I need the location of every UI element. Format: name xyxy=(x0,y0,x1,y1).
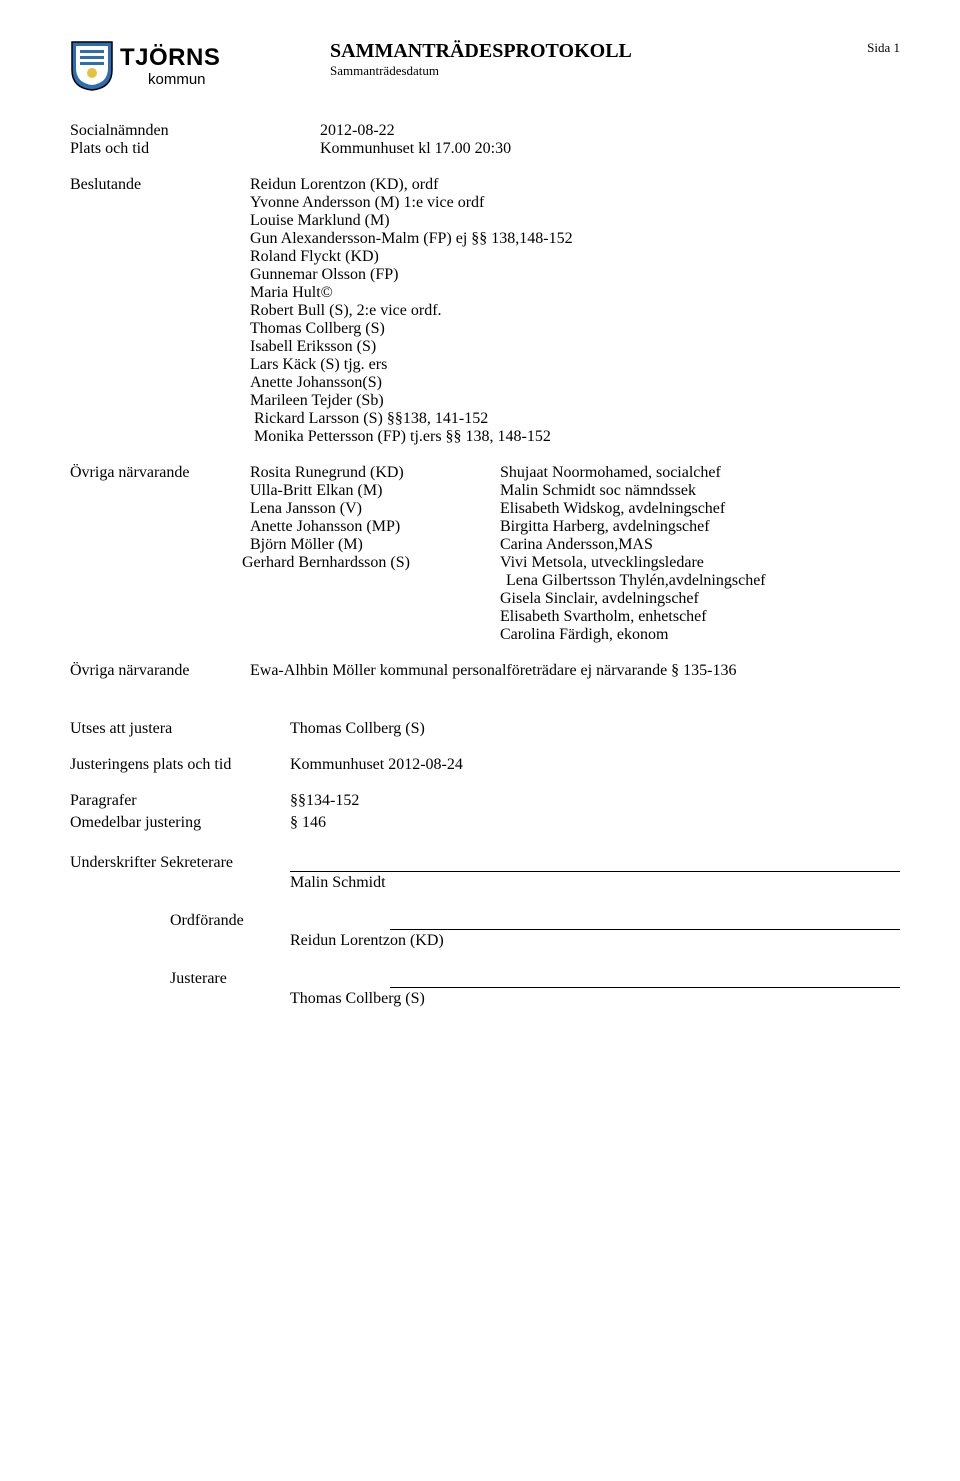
person: Louise Marklund (M) xyxy=(250,212,900,230)
signatures-section: Underskrifter Sekreterare Malin Schmidt … xyxy=(70,854,900,1008)
person: Robert Bull (S), 2:e vice ordf. xyxy=(250,302,900,320)
beslutande-label: Beslutande xyxy=(70,176,250,194)
person: Isabell Eriksson (S) xyxy=(250,338,900,356)
person: Anette Johansson (MP) xyxy=(250,518,500,536)
signature-line xyxy=(390,912,900,930)
person: Gisela Sinclair, avdelningschef xyxy=(500,590,900,608)
ovriga1-section: Övriga närvarande Rosita Runegrund (KD) … xyxy=(70,464,900,644)
committee-row: Socialnämnden 2012-08-22 xyxy=(70,122,900,140)
ovriga1-label: Övriga närvarande xyxy=(70,464,250,482)
logo-subtitle: kommun xyxy=(148,72,220,87)
title-block: SAMMANTRÄDESPROTOKOLL Sammanträdesdatum xyxy=(320,40,867,79)
beslutande-section: Beslutande Reidun Lorentzon (KD), ordf Y… xyxy=(70,176,900,446)
justering-label: Justeringens plats och tid xyxy=(70,756,290,774)
person: Carina Andersson,MAS xyxy=(500,536,900,554)
person: Maria Hult© xyxy=(250,284,900,302)
sig-justerare-label: Justerare xyxy=(170,970,390,988)
ovriga1-right: Shujaat Noormohamed, socialchef Malin Sc… xyxy=(500,464,900,644)
person: Elisabeth Widskog, avdelningschef xyxy=(500,500,900,518)
person: Rosita Runegrund (KD) xyxy=(250,464,500,482)
signature-line xyxy=(290,854,900,872)
logo-name: TJÖRNS xyxy=(120,46,220,70)
person: Birgitta Harberg, avdelningschef xyxy=(500,518,900,536)
crest-icon xyxy=(70,40,114,92)
person: Vivi Metsola, utvecklingsledare xyxy=(500,554,900,572)
person: Ulla-Britt Elkan (M) xyxy=(250,482,500,500)
omedelbar-row: Omedelbar justering § 146 xyxy=(70,814,900,832)
person: Reidun Lorentzon (KD), ordf xyxy=(250,176,900,194)
sig-ordforande-name: Reidun Lorentzon (KD) xyxy=(290,932,900,950)
justera-row: Utses att justera Thomas Collberg (S) xyxy=(70,720,900,738)
place-label: Plats och tid xyxy=(70,140,320,158)
page-number: Sida 1 xyxy=(867,40,900,56)
paragrafer-label: Paragrafer xyxy=(70,792,290,810)
signature-line xyxy=(390,970,900,988)
person: Lars Käck (S) tjg. ers xyxy=(250,356,900,374)
paragrafer-value: §§134-152 xyxy=(290,792,359,810)
justering-row: Justeringens plats och tid Kommunhuset 2… xyxy=(70,756,900,774)
person: Monika Pettersson (FP) tj.ers §§ 138, 14… xyxy=(250,428,900,446)
ovriga1-left: Rosita Runegrund (KD) Ulla-Britt Elkan (… xyxy=(250,464,500,644)
justera-label: Utses att justera xyxy=(70,720,290,738)
person: Elisabeth Svartholm, enhetschef xyxy=(500,608,900,626)
beslutande-list: Reidun Lorentzon (KD), ordf Yvonne Ander… xyxy=(250,176,900,446)
person: Shujaat Noormohamed, socialchef xyxy=(500,464,900,482)
person: Gun Alexandersson-Malm (FP) ej §§ 138,14… xyxy=(250,230,900,248)
paragrafer-row: Paragrafer §§134-152 xyxy=(70,792,900,810)
omedelbar-value: § 146 xyxy=(290,814,326,832)
person: Anette Johansson(S) xyxy=(250,374,900,392)
sig-justerare-row: Justerare xyxy=(70,970,900,988)
logo-block: TJÖRNS kommun xyxy=(70,40,320,92)
person: Lena Gilbertsson Thylén,avdelningschef xyxy=(500,572,900,590)
sig-sekreterare-label: Underskrifter Sekreterare xyxy=(70,854,290,872)
meeting-date: 2012-08-22 xyxy=(320,122,395,140)
omedelbar-label: Omedelbar justering xyxy=(70,814,290,832)
person: Malin Schmidt soc nämndssek xyxy=(500,482,900,500)
sig-sekreterare-name: Malin Schmidt xyxy=(290,874,900,892)
ovriga2-section: Övriga närvarande Ewa-Alhbin Möller komm… xyxy=(70,662,900,680)
protocol-page: TJÖRNS kommun SAMMANTRÄDESPROTOKOLL Samm… xyxy=(0,0,960,1068)
sig-ordforande-label: Ordförande xyxy=(170,912,390,930)
ovriga1-content: Rosita Runegrund (KD) Ulla-Britt Elkan (… xyxy=(250,464,900,644)
sig-sekreterare-row: Underskrifter Sekreterare xyxy=(70,854,900,872)
ovriga2-label: Övriga närvarande xyxy=(70,662,250,680)
committee-name: Socialnämnden xyxy=(70,122,320,140)
header-row: TJÖRNS kommun SAMMANTRÄDESPROTOKOLL Samm… xyxy=(70,40,900,92)
person: Thomas Collberg (S) xyxy=(250,320,900,338)
place-value: Kommunhuset kl 17.00 20:30 xyxy=(320,140,511,158)
person: Björn Möller (M) xyxy=(250,536,500,554)
place-row: Plats och tid Kommunhuset kl 17.00 20:30 xyxy=(70,140,900,158)
person: Yvonne Andersson (M) 1:e vice ordf xyxy=(250,194,900,212)
person: Gunnemar Olsson (FP) xyxy=(250,266,900,284)
sig-justerare-name: Thomas Collberg (S) xyxy=(290,990,900,1008)
logo-text: TJÖRNS kommun xyxy=(120,46,220,87)
doc-subtitle: Sammanträdesdatum xyxy=(330,63,867,79)
person: Marileen Tejder (Sb) xyxy=(250,392,900,410)
person: Carolina Färdigh, ekonom xyxy=(500,626,900,644)
person: Rickard Larsson (S) §§138, 141-152 xyxy=(250,410,900,428)
sig-ordforande-row: Ordförande xyxy=(70,912,900,930)
person: Gerhard Bernhardsson (S) xyxy=(242,554,500,572)
doc-title: SAMMANTRÄDESPROTOKOLL xyxy=(330,40,867,63)
person: Lena Jansson (V) xyxy=(250,500,500,518)
justera-value: Thomas Collberg (S) xyxy=(290,720,425,738)
justering-value: Kommunhuset 2012-08-24 xyxy=(290,756,463,774)
person: Roland Flyckt (KD) xyxy=(250,248,900,266)
ovriga2-text: Ewa-Alhbin Möller kommunal personalföret… xyxy=(250,662,900,680)
